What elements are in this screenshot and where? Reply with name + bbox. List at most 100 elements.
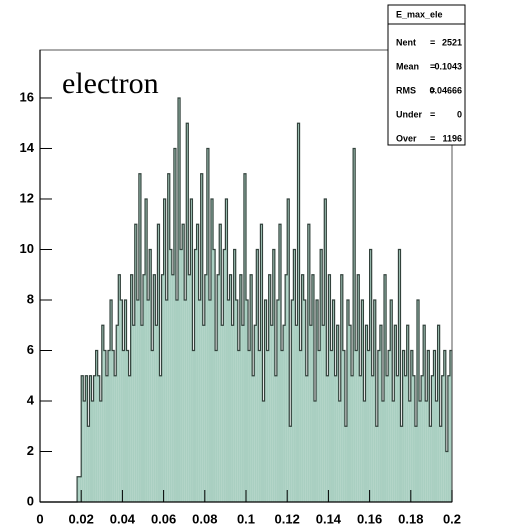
bar	[449, 350, 452, 502]
y-tick-label: 8	[27, 291, 34, 306]
bar	[359, 375, 362, 502]
bar	[384, 274, 387, 502]
bar	[274, 375, 277, 502]
bar	[77, 476, 80, 502]
x-tick-label: 0.04	[110, 511, 136, 526]
bar	[248, 350, 251, 502]
bar	[143, 274, 146, 502]
bar	[295, 325, 298, 502]
annotation: electron	[62, 67, 159, 100]
bar	[110, 299, 113, 502]
bar	[122, 350, 125, 502]
bar	[441, 375, 444, 502]
bar	[375, 426, 378, 502]
bar	[266, 350, 269, 502]
bar	[392, 400, 395, 502]
y-tick-label: 12	[20, 190, 34, 205]
stats-label: Mean	[396, 61, 419, 71]
bar	[157, 224, 160, 503]
bar	[231, 325, 234, 502]
bar	[219, 224, 222, 503]
bar	[140, 325, 143, 502]
bar	[369, 249, 372, 502]
bar	[400, 426, 403, 502]
bar	[130, 274, 133, 502]
bar	[386, 375, 389, 502]
bar	[328, 274, 331, 502]
y-tick-label: 4	[27, 392, 35, 407]
y-tick-label: 10	[20, 241, 34, 256]
bar	[313, 400, 317, 502]
bar	[346, 299, 349, 502]
bar	[186, 123, 189, 502]
y-tick-label: 14	[20, 140, 35, 155]
bar	[390, 299, 393, 502]
bar	[208, 299, 211, 502]
bar	[198, 299, 201, 502]
bar	[85, 375, 88, 502]
bar	[381, 400, 385, 502]
bar	[388, 350, 391, 502]
bar	[81, 375, 84, 502]
bar	[112, 350, 115, 502]
x-tick-label: 0.02	[69, 511, 94, 526]
bar	[194, 249, 197, 502]
stats-equals: =	[430, 109, 435, 119]
y-tick-label: 6	[27, 342, 34, 357]
bar	[293, 249, 296, 502]
bar	[262, 400, 265, 502]
bar	[412, 375, 415, 502]
bar	[416, 299, 420, 502]
bar	[423, 325, 426, 502]
x-tick-label: 0.08	[192, 511, 217, 526]
bar	[404, 375, 407, 502]
bar	[153, 274, 156, 502]
bar	[367, 350, 370, 502]
bar	[447, 375, 450, 502]
bar	[396, 375, 399, 502]
stats-label: Over	[396, 133, 417, 143]
bar	[202, 325, 205, 502]
bar	[173, 148, 176, 502]
bar	[443, 350, 446, 502]
bar	[311, 274, 314, 502]
bar	[283, 325, 286, 502]
x-tick-label: 0.18	[398, 511, 423, 526]
bar	[258, 350, 261, 502]
bar	[103, 350, 106, 502]
bar	[134, 224, 137, 503]
bar	[246, 299, 249, 502]
bar	[192, 350, 195, 502]
stats-value: 0	[457, 109, 462, 119]
bar	[254, 325, 257, 502]
bar	[165, 299, 168, 502]
bar	[361, 299, 364, 502]
stats-equals: =	[430, 85, 435, 95]
bar	[264, 299, 267, 502]
stats-frame	[387, 4, 466, 146]
bar	[233, 249, 236, 502]
bar	[289, 426, 292, 502]
bar	[419, 400, 422, 502]
bar	[305, 375, 308, 502]
bar	[83, 400, 86, 502]
bar	[237, 350, 240, 502]
bar	[147, 299, 150, 502]
bar	[155, 325, 158, 502]
stats-value: 1196	[442, 133, 462, 143]
bar	[425, 400, 428, 502]
bar	[105, 375, 108, 502]
bar	[126, 350, 129, 502]
plot-area	[40, 97, 453, 503]
bar	[114, 375, 117, 502]
bar	[161, 274, 164, 502]
bar	[128, 375, 131, 502]
bar	[252, 375, 255, 502]
bar	[91, 400, 94, 502]
bar	[318, 350, 321, 502]
stats-equals: =	[430, 37, 435, 47]
y-tick-label: 0	[27, 493, 34, 508]
y-tick-label: 2	[27, 443, 34, 458]
bar	[116, 325, 119, 502]
